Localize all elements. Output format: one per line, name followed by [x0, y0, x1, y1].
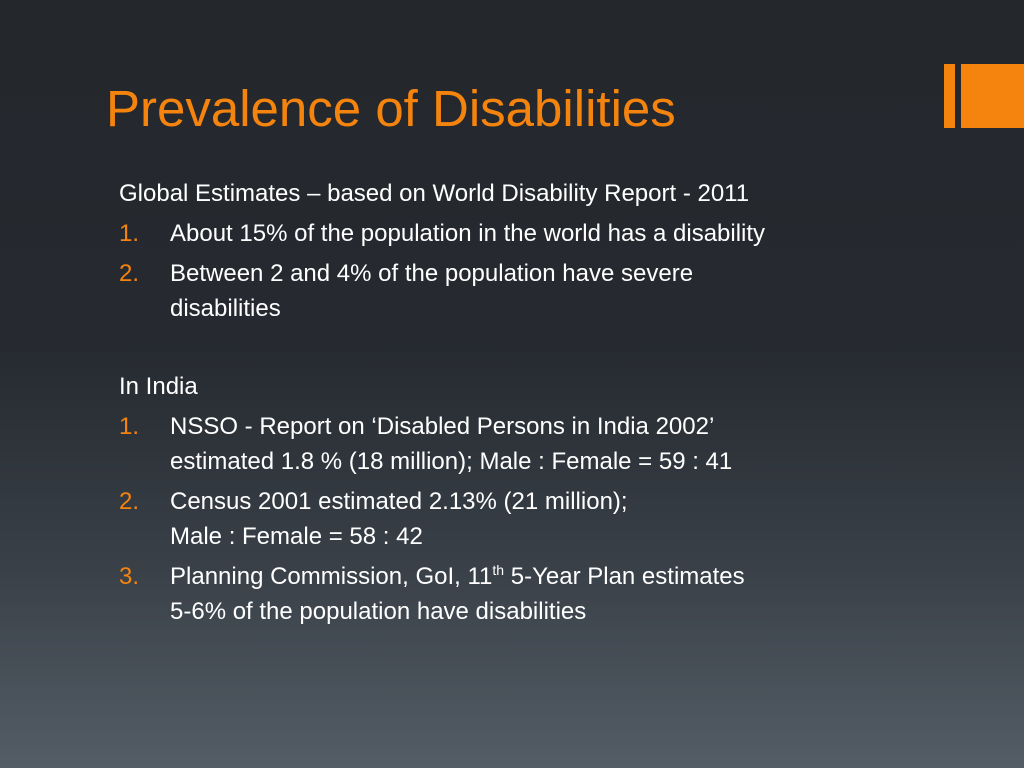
slide-body: Global Estimates – based on World Disabi…	[119, 176, 919, 629]
list-item-text-line-1: Between 2 and 4% of the population have …	[170, 260, 694, 287]
india-heading: In India	[119, 373, 198, 400]
slide-title: Prevalence of Disabilities	[106, 80, 676, 137]
list-item-text-line-2: estimated 1.8 % (18 million); Male : Fem…	[170, 448, 733, 475]
list-number: 2.	[119, 488, 140, 515]
list-item-text-line-2: disabilities	[170, 295, 281, 322]
section-spacer	[119, 326, 919, 361]
global-item-1: 1. About 15% of the population in the wo…	[119, 216, 919, 251]
india-item-3: 3. Planning Commission, GoI, 11th 5-Year…	[119, 559, 919, 629]
list-item-text-line-2: Male : Female = 58 : 42	[170, 523, 423, 550]
list-item-text-before-sup: Planning Commission, GoI, 11	[170, 563, 493, 590]
list-number: 1.	[119, 220, 140, 247]
global-estimates-heading: Global Estimates – based on World Disabi…	[119, 180, 750, 207]
list-item-text-after-sup: 5-Year Plan estimates	[504, 563, 745, 590]
list-item-text-line-1: NSSO - Report on ‘Disabled Persons in In…	[170, 413, 715, 440]
list-number: 2.	[119, 260, 140, 287]
list-number: 3.	[119, 563, 140, 590]
ordinal-superscript: th	[492, 562, 505, 578]
india-item-1: 1. NSSO - Report on ‘Disabled Persons in…	[119, 409, 919, 479]
list-item-text-line-1: Census 2001 estimated 2.13% (21 million)…	[170, 488, 628, 515]
accent-bar-wide	[961, 64, 1024, 128]
accent-bar-narrow	[944, 64, 955, 128]
global-item-2: 2. Between 2 and 4% of the population ha…	[119, 256, 919, 326]
list-number: 1.	[119, 413, 140, 440]
list-item-text: About 15% of the population in the world…	[170, 220, 766, 247]
india-item-2: 2. Census 2001 estimated 2.13% (21 milli…	[119, 484, 919, 554]
list-item-text-line-2: 5-6% of the population have disabilities	[170, 598, 587, 625]
accent-bars-decoration	[944, 64, 1024, 128]
